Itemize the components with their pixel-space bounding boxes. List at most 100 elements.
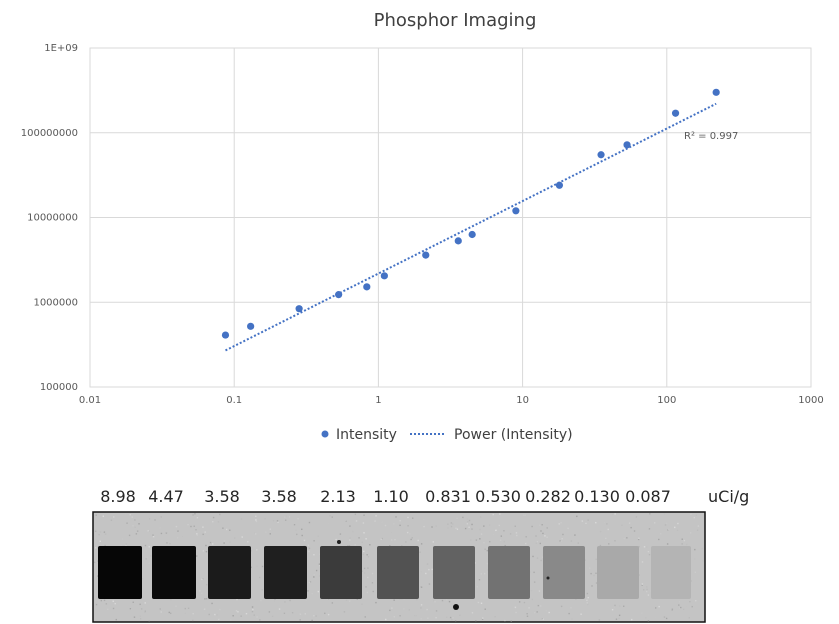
- noise-grain: [590, 572, 592, 575]
- blot-label: 1.10: [373, 487, 409, 506]
- noise-grain: [423, 518, 425, 521]
- noise-grain: [515, 611, 517, 614]
- y-tick-label: 1E+09: [44, 43, 78, 54]
- noise-grain: [544, 535, 546, 537]
- noise-grain: [561, 537, 563, 540]
- noise-grain: [232, 615, 234, 617]
- data-point: [363, 283, 371, 291]
- noise-grain: [607, 528, 609, 531]
- noise-grain: [475, 539, 478, 541]
- noise-grain: [514, 606, 517, 609]
- noise-grain: [648, 553, 651, 556]
- noise-grain: [296, 533, 298, 536]
- noise-grain: [571, 618, 573, 620]
- noise-grain: [690, 513, 692, 515]
- noise-grain: [261, 565, 264, 568]
- noise-grain: [139, 615, 142, 617]
- noise-grain: [462, 516, 464, 519]
- noise-grain: [536, 557, 539, 559]
- plot-area: [89, 47, 812, 388]
- noise-grain: [229, 529, 231, 531]
- noise-grain: [205, 597, 208, 600]
- noise-grain: [311, 592, 314, 595]
- noise-grain: [486, 549, 489, 552]
- noise-grain: [646, 586, 648, 588]
- noise-grain: [241, 536, 243, 538]
- noise-grain: [599, 530, 602, 533]
- noise-grain: [211, 543, 214, 545]
- data-point: [380, 272, 388, 280]
- noise-grain: [509, 533, 512, 535]
- noise-grain: [245, 612, 248, 615]
- noise-grain: [682, 608, 685, 611]
- noise-grain: [587, 519, 589, 521]
- noise-grain: [621, 524, 623, 526]
- noise-grain: [297, 518, 299, 520]
- noise-grain: [697, 525, 700, 527]
- legend: Intensity Power (Intensity): [321, 427, 573, 443]
- noise-grain: [328, 522, 330, 524]
- noise-grain: [500, 535, 503, 537]
- noise-grain: [558, 523, 560, 525]
- noise-grain: [313, 574, 315, 576]
- noise-grain: [480, 573, 483, 575]
- noise-grain: [695, 599, 697, 602]
- noise-grain: [375, 515, 377, 517]
- noise-grain: [146, 550, 148, 552]
- noise-grain: [403, 608, 405, 610]
- noise-grain: [192, 619, 194, 622]
- noise-grain: [205, 550, 208, 553]
- noise-grain: [393, 599, 395, 601]
- noise-grain: [202, 578, 204, 580]
- noise-grain: [395, 516, 397, 518]
- noise-grain: [260, 599, 262, 602]
- noise-grain: [681, 538, 683, 540]
- noise-grain: [265, 531, 267, 533]
- noise-grain: [139, 618, 142, 620]
- noise-grain: [685, 605, 688, 608]
- noise-grain: [205, 603, 207, 606]
- noise-grain: [148, 546, 150, 548]
- data-point: [712, 88, 720, 96]
- noise-grain: [459, 614, 461, 616]
- noise-grain: [432, 541, 434, 543]
- noise-grain: [654, 607, 657, 609]
- noise-grain: [676, 529, 679, 531]
- data-point: [623, 141, 631, 149]
- blot-spot: [597, 546, 639, 599]
- noise-grain: [209, 541, 212, 544]
- noise-grain: [150, 555, 152, 557]
- scatter-chart: Phosphor Imaging 0.01 0.1 1 10 100 1000 10000…: [21, 10, 824, 443]
- noise-grain: [645, 590, 648, 593]
- blot-unit-label: uCi/g: [708, 487, 749, 506]
- noise-grain: [528, 607, 530, 609]
- noise-grain: [192, 612, 194, 615]
- noise-grain: [319, 564, 321, 567]
- noise-grain: [420, 543, 423, 545]
- noise-grain: [587, 603, 589, 606]
- noise-grain: [166, 531, 168, 534]
- noise-grain: [671, 609, 673, 611]
- noise-grain: [653, 522, 656, 524]
- x-tick-label: 1000: [798, 395, 823, 406]
- noise-grain: [187, 523, 189, 526]
- noise-grain: [104, 533, 107, 535]
- noise-grain: [307, 544, 310, 547]
- blot-label: 0.087: [625, 487, 671, 506]
- noise-grain: [253, 614, 255, 616]
- noise-grain: [225, 528, 228, 531]
- noise-grain: [175, 525, 178, 528]
- noise-grain: [255, 515, 257, 518]
- noise-grain: [274, 598, 276, 600]
- noise-grain: [536, 540, 539, 543]
- noise-grain: [169, 542, 171, 545]
- noise-grain: [285, 515, 288, 517]
- noise-grain: [681, 543, 683, 545]
- noise-grain: [371, 582, 374, 584]
- noise-grain: [234, 537, 236, 539]
- noise-grain: [308, 521, 311, 524]
- noise-grain: [363, 572, 366, 574]
- noise-grain: [693, 516, 696, 519]
- noise-grain: [381, 521, 383, 523]
- noise-grain: [516, 534, 518, 537]
